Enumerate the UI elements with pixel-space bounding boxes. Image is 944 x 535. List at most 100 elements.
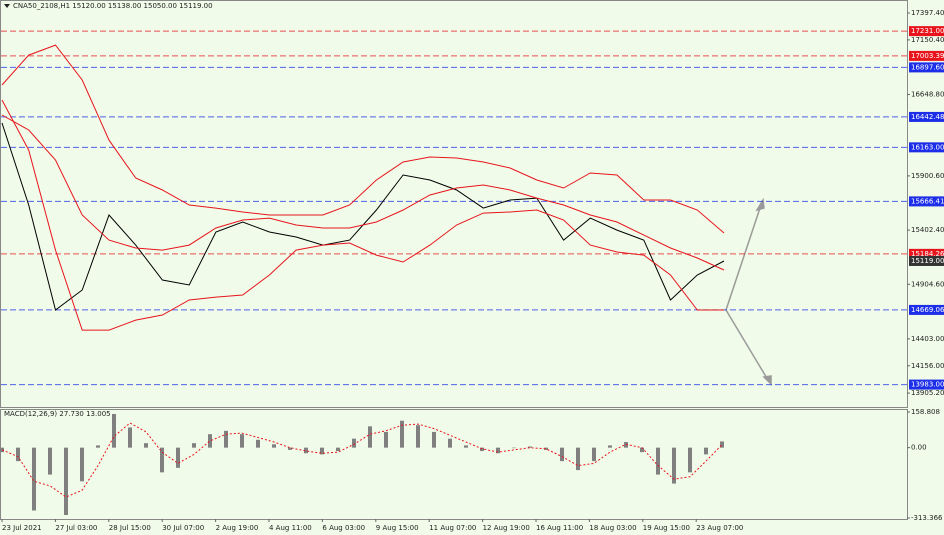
macd-bar: [352, 438, 356, 448]
y-tick-label: 158.808: [911, 408, 940, 416]
last-price-label: 15119.00: [911, 257, 944, 265]
macd-bar: [656, 447, 660, 475]
level-box: [909, 379, 944, 390]
macd-bar: [624, 442, 628, 448]
macd-bar: [112, 413, 116, 448]
level-label: 15184.26: [911, 250, 944, 258]
macd-bar: [304, 447, 308, 454]
macd-bar: [384, 431, 388, 448]
macd-bar: [32, 447, 36, 511]
time-label: 9 Aug 15:00: [376, 524, 419, 532]
time-label: 16 Aug 11:00: [536, 524, 583, 532]
time-label: 23 Aug 07:00: [696, 524, 743, 532]
macd-bar: [688, 447, 692, 473]
macd-bar: [448, 438, 452, 448]
level-box: [909, 304, 944, 315]
y-tick-label: 0.00: [911, 444, 927, 452]
macd-bar: [224, 430, 228, 448]
series-line: [1, 99, 724, 331]
time-label: 11 Aug 07:00: [429, 524, 476, 532]
y-tick-label: 14156.00: [911, 362, 944, 370]
arrow-head: [762, 375, 772, 386]
level-box: [909, 62, 944, 73]
macd-panel: [0, 409, 908, 520]
forecast-arrows: [725, 197, 772, 386]
time-label: 6 Aug 03:00: [322, 524, 365, 532]
last-price-box: [909, 255, 944, 266]
macd-bar: [544, 447, 548, 450]
y-tick-label: 15402.40: [911, 226, 944, 234]
macd-bar: [240, 434, 244, 448]
macd-bar: [336, 447, 340, 452]
macd-bar: [416, 425, 420, 448]
y-tick-label: 14904.60: [911, 280, 944, 288]
level-label: 13983.00: [911, 381, 944, 389]
macd-bar: [400, 420, 404, 448]
macd-bar: [256, 439, 260, 448]
macd-bar: [640, 447, 644, 453]
level-label: 17003.39: [911, 52, 944, 60]
macd-bar: [720, 441, 724, 448]
level-box: [909, 248, 944, 259]
macd-bar: [528, 446, 532, 448]
macd-bar: [512, 447, 516, 449]
macd-bar: [368, 426, 372, 448]
level-label: 17231.00: [911, 27, 944, 35]
time-label: 27 Jul 03:00: [55, 524, 97, 532]
macd-bar: [576, 447, 580, 471]
time-label: 4 Aug 11:00: [269, 524, 312, 532]
time-label: 30 Jul 07:00: [162, 524, 204, 532]
time-label: 2 Aug 19:00: [216, 524, 259, 532]
series-line: [1, 44, 725, 234]
macd-bar: [704, 447, 708, 455]
y-tick-label: 17397.40: [911, 9, 944, 17]
header-icon: [4, 4, 10, 8]
macd-bar: [480, 447, 484, 452]
macd-bar: [176, 447, 180, 468]
macd-bar: [672, 447, 676, 484]
level-label: 16163.00: [911, 143, 944, 151]
macd-bar: [320, 447, 324, 455]
level-box: [909, 26, 944, 37]
series-line: [1, 122, 725, 311]
y-tick-label: 17150.40: [911, 36, 944, 44]
macd-bar: [160, 447, 164, 473]
arrow-up: [725, 204, 762, 311]
macd-bar: [560, 447, 564, 462]
macd-bar: [496, 447, 500, 454]
macd-bar: [144, 443, 148, 448]
level-label: 15666.41: [911, 197, 944, 205]
y-tick-label: 13905.20: [911, 389, 944, 397]
chart-title: CNA50_2108,H1 15120.00 15138.00 15050.00…: [13, 2, 213, 10]
time-label: 12 Aug 19:00: [483, 524, 530, 532]
macd-bar: [16, 447, 20, 462]
level-label: 14669.06: [911, 306, 944, 314]
macd-bar: [96, 445, 100, 448]
y-tick-label: 15900.60: [911, 172, 944, 180]
level-box: [909, 142, 944, 153]
time-label: 18 Aug 03:00: [589, 524, 636, 532]
arrow-down: [725, 309, 769, 381]
macd-bar: [128, 427, 132, 448]
macd-bar: [288, 447, 292, 450]
level-label: 16897.60: [911, 63, 944, 71]
macd-bar: [0, 447, 4, 453]
macd-bar: [64, 447, 68, 515]
macd-bar: [208, 434, 212, 448]
level-box: [909, 111, 944, 122]
time-label: 28 Jul 15:00: [109, 524, 151, 532]
y-tick-label: -313.366: [911, 514, 943, 522]
macd-bar: [592, 447, 596, 462]
macd-bar: [464, 445, 468, 448]
time-label: 19 Aug 15:00: [643, 524, 690, 532]
series-line: [1, 114, 725, 271]
level-label: 16442.48: [911, 113, 944, 121]
macd-bar: [80, 447, 84, 482]
main-panel: [0, 0, 908, 408]
time-label: 23 Jul 2021: [2, 524, 42, 532]
macd-bar: [608, 445, 612, 448]
macd-bar: [48, 447, 52, 475]
y-tick-label: 16648.80: [911, 90, 944, 98]
arrow-head: [755, 197, 765, 212]
